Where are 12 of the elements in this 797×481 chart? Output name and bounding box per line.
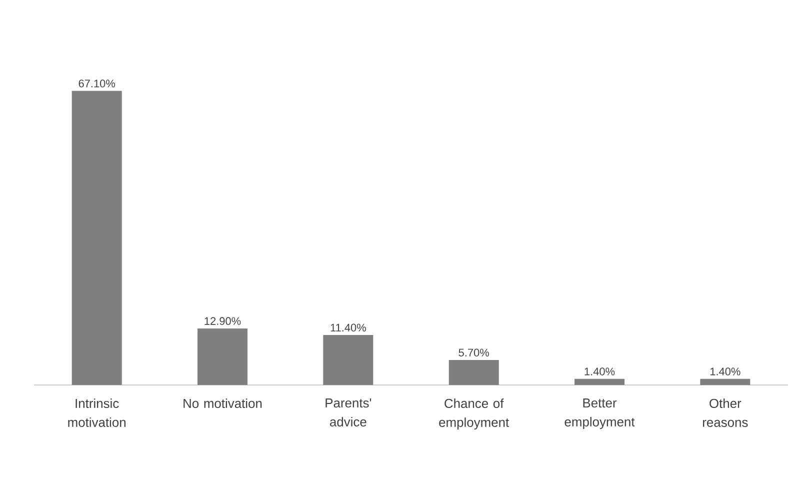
data-label: 1.40% <box>710 368 740 376</box>
data-label: 12.90% <box>204 317 241 325</box>
x-tick-label: No motivation <box>184 398 262 408</box>
data-label: 67.10% <box>78 80 116 88</box>
x-tick-label: Parents' advice <box>326 398 372 426</box>
data-label: 1.40% <box>584 368 615 376</box>
x-tick-label: Intrinsic motivation <box>68 398 126 427</box>
x-tick-label: Chance of employment <box>439 398 509 430</box>
x-tick-label: Better employment <box>564 398 635 430</box>
data-label: 5.70% <box>458 348 489 356</box>
data-label: 11.40% <box>330 324 366 332</box>
x-tick-label: Other reasons <box>702 398 748 427</box>
